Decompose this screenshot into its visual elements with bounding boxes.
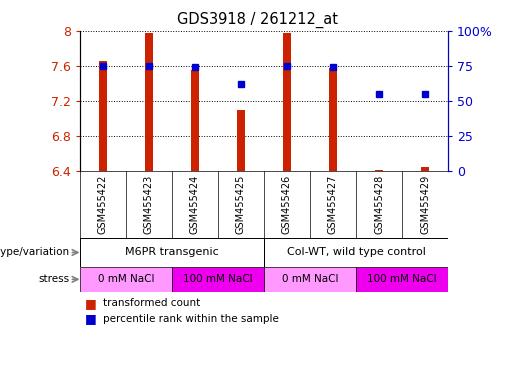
Text: GSM455427: GSM455427 (328, 175, 338, 234)
Bar (172, 267, 264, 292)
Text: stress: stress (39, 274, 70, 285)
Bar (264, 267, 356, 292)
Text: GDS3918 / 261212_at: GDS3918 / 261212_at (177, 12, 338, 28)
Bar (99, 61, 107, 171)
Text: GSM455424: GSM455424 (190, 175, 200, 234)
Text: 0 mM NaCl: 0 mM NaCl (98, 274, 154, 285)
Bar (421, 167, 429, 171)
Text: genotype/variation: genotype/variation (0, 247, 70, 258)
Text: GSM455429: GSM455429 (420, 175, 430, 234)
Text: Col-WT, wild type control: Col-WT, wild type control (286, 247, 425, 258)
Text: GSM455428: GSM455428 (374, 175, 384, 234)
Bar (375, 170, 383, 171)
Text: transformed count: transformed count (103, 298, 200, 308)
Bar (283, 33, 291, 171)
Text: 100 mM NaCl: 100 mM NaCl (367, 274, 437, 285)
Bar (356, 267, 448, 292)
Text: ■: ■ (85, 297, 97, 310)
Bar (145, 33, 153, 171)
Text: 100 mM NaCl: 100 mM NaCl (183, 274, 253, 285)
Text: GSM455426: GSM455426 (282, 175, 292, 234)
Bar (237, 109, 245, 171)
Text: 0 mM NaCl: 0 mM NaCl (282, 274, 338, 285)
Text: GSM455425: GSM455425 (236, 175, 246, 234)
Bar (80, 267, 172, 292)
Text: percentile rank within the sample: percentile rank within the sample (103, 314, 279, 324)
Bar (329, 68, 337, 171)
Text: ■: ■ (85, 312, 97, 325)
Text: GSM455422: GSM455422 (98, 175, 108, 234)
Text: M6PR transgenic: M6PR transgenic (125, 247, 219, 258)
Bar (191, 70, 199, 171)
Text: GSM455423: GSM455423 (144, 175, 154, 234)
